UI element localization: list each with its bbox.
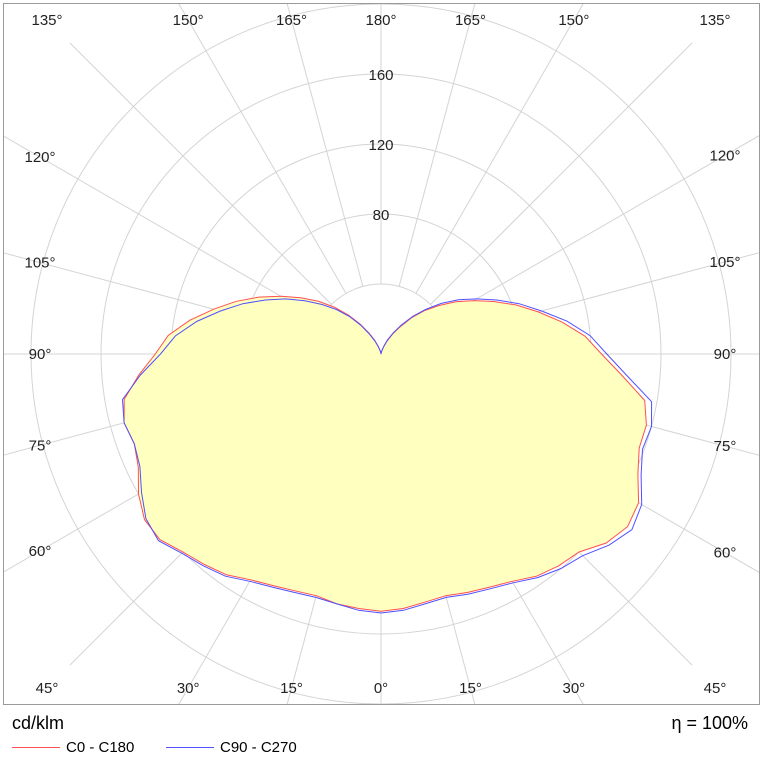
distribution-fill (124, 296, 647, 612)
angle-label: 165° (455, 12, 486, 29)
angle-label: 30° (562, 680, 585, 697)
grid-spoke (286, 4, 364, 287)
legend-swatch-c0-c180 (12, 746, 60, 748)
angle-label: 0° (374, 680, 388, 697)
angle-label: 135° (699, 12, 730, 29)
angle-label: 165° (276, 12, 307, 29)
grid-spoke (415, 4, 584, 294)
legend-item-c90-c270: C90 - C270 (166, 738, 297, 756)
angle-label: 60° (29, 543, 52, 560)
angle-label: 90° (29, 346, 52, 363)
grid-spoke (441, 135, 759, 320)
angle-label: 45° (704, 680, 727, 697)
angle-label: 150° (173, 12, 204, 29)
angle-label: 60° (714, 545, 737, 562)
radial-tick-label: 120 (368, 137, 393, 154)
grid-spoke (4, 135, 321, 320)
angle-label: 90° (714, 346, 737, 363)
polar-diagram: 80 120 160 135° 150° 165° 180° 165° 150° 135° 120°… (4, 4, 759, 704)
curve-c90-c270 (121, 298, 653, 614)
angle-label: 105° (709, 254, 740, 271)
angle-label: 120° (709, 147, 740, 164)
polar-plot-area: 80 120 160 135° 150° 165° 180° 165° 150° 135° 120°… (3, 3, 760, 705)
grid-spoke (430, 42, 693, 305)
grid-spoke (178, 4, 347, 294)
angle-label: 75° (714, 438, 737, 455)
grid-spoke (69, 42, 332, 305)
angle-label: 30° (177, 680, 200, 697)
angle-label: 75° (29, 437, 52, 454)
efficiency-label: η = 100% (671, 713, 748, 733)
angle-label: 120° (24, 149, 55, 166)
angle-label: 45° (36, 680, 59, 697)
radial-tick-label: 160 (368, 67, 393, 84)
angle-label: 180° (365, 12, 396, 29)
angle-label: 150° (558, 12, 589, 29)
legend-label-c0-c180: C0 - C180 (66, 738, 135, 756)
legend-swatch-c90-c270 (166, 746, 214, 748)
angle-label: 135° (31, 12, 62, 29)
legend-label-c90-c270: C90 - C270 (220, 738, 297, 756)
angle-label: 15° (459, 680, 482, 697)
grid-spoke (398, 4, 476, 287)
radial-tick-label: 80 (373, 207, 390, 224)
legend-item-c0-c180: C0 - C180 (12, 738, 134, 756)
angle-label: 105° (24, 255, 55, 272)
unit-label: cd/klm (12, 713, 65, 733)
angle-label: 15° (280, 680, 303, 697)
